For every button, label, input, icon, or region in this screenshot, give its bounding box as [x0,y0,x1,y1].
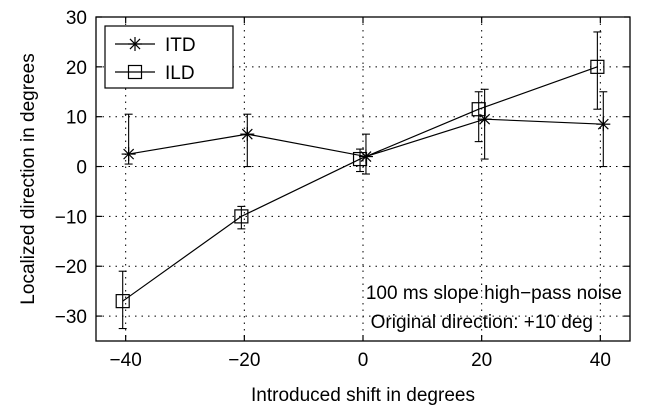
legend-marker-itd [128,37,142,51]
y-tick-label: 30 [66,8,87,29]
y-tick-label: −20 [55,257,87,278]
x-tick-label: 20 [471,350,492,371]
x-axis-label: Introduced shift in degrees [251,385,475,406]
legend: ITD ILD [104,25,234,89]
legend-items: ITD ILD [115,35,196,84]
data-point-itd [596,117,611,132]
error-bar-ild [474,91,483,143]
y-axis-label: Localized direction in degrees [18,53,39,304]
data-point-itd [121,147,136,162]
x-tick-label: −40 [110,350,142,371]
data-point-itd-stroke [597,118,609,130]
series-itd [121,88,611,175]
y-tick-label: −30 [55,307,87,328]
data-point-ild [471,102,486,117]
data-point-ild [115,294,130,309]
legend-item-ild: ILD [115,63,195,84]
axis-ticks: −40 −20 0 20 40 −30 −20 −10 0 10 20 30 [55,8,630,371]
y-tick-label: 20 [66,58,87,79]
x-tick-label: 0 [358,350,369,371]
legend-marker-itd-stroke [129,38,141,50]
x-tick-label: 40 [590,350,611,371]
annotation-stimulus: 100 ms slope high−pass noise [366,283,622,304]
y-tick-label: −10 [55,207,87,228]
error-bar-ild [593,31,602,110]
data-point-itd-stroke [241,128,253,140]
y-tick-label: 0 [76,158,87,179]
x-tick-label: −20 [228,350,260,371]
legend-marker-ild [127,64,143,80]
y-tick-label: 10 [66,108,87,129]
data-point-itd-stroke [123,148,135,160]
plot-data [115,31,611,330]
legend-label-itd: ITD [165,35,196,56]
data-point-itd [240,127,255,142]
legend-label-ild: ILD [165,63,195,84]
data-point-ild [590,59,605,74]
data-point-ild [234,209,249,224]
annotation-original-direction: Original direction: +10 deg [371,312,593,333]
data-point-ild [352,151,368,167]
legend-item-itd: ITD [115,35,196,56]
data-point-itd-stroke [479,113,491,125]
series-ild [115,31,605,330]
legend-box [104,25,234,89]
error-bar-ild [118,270,127,330]
